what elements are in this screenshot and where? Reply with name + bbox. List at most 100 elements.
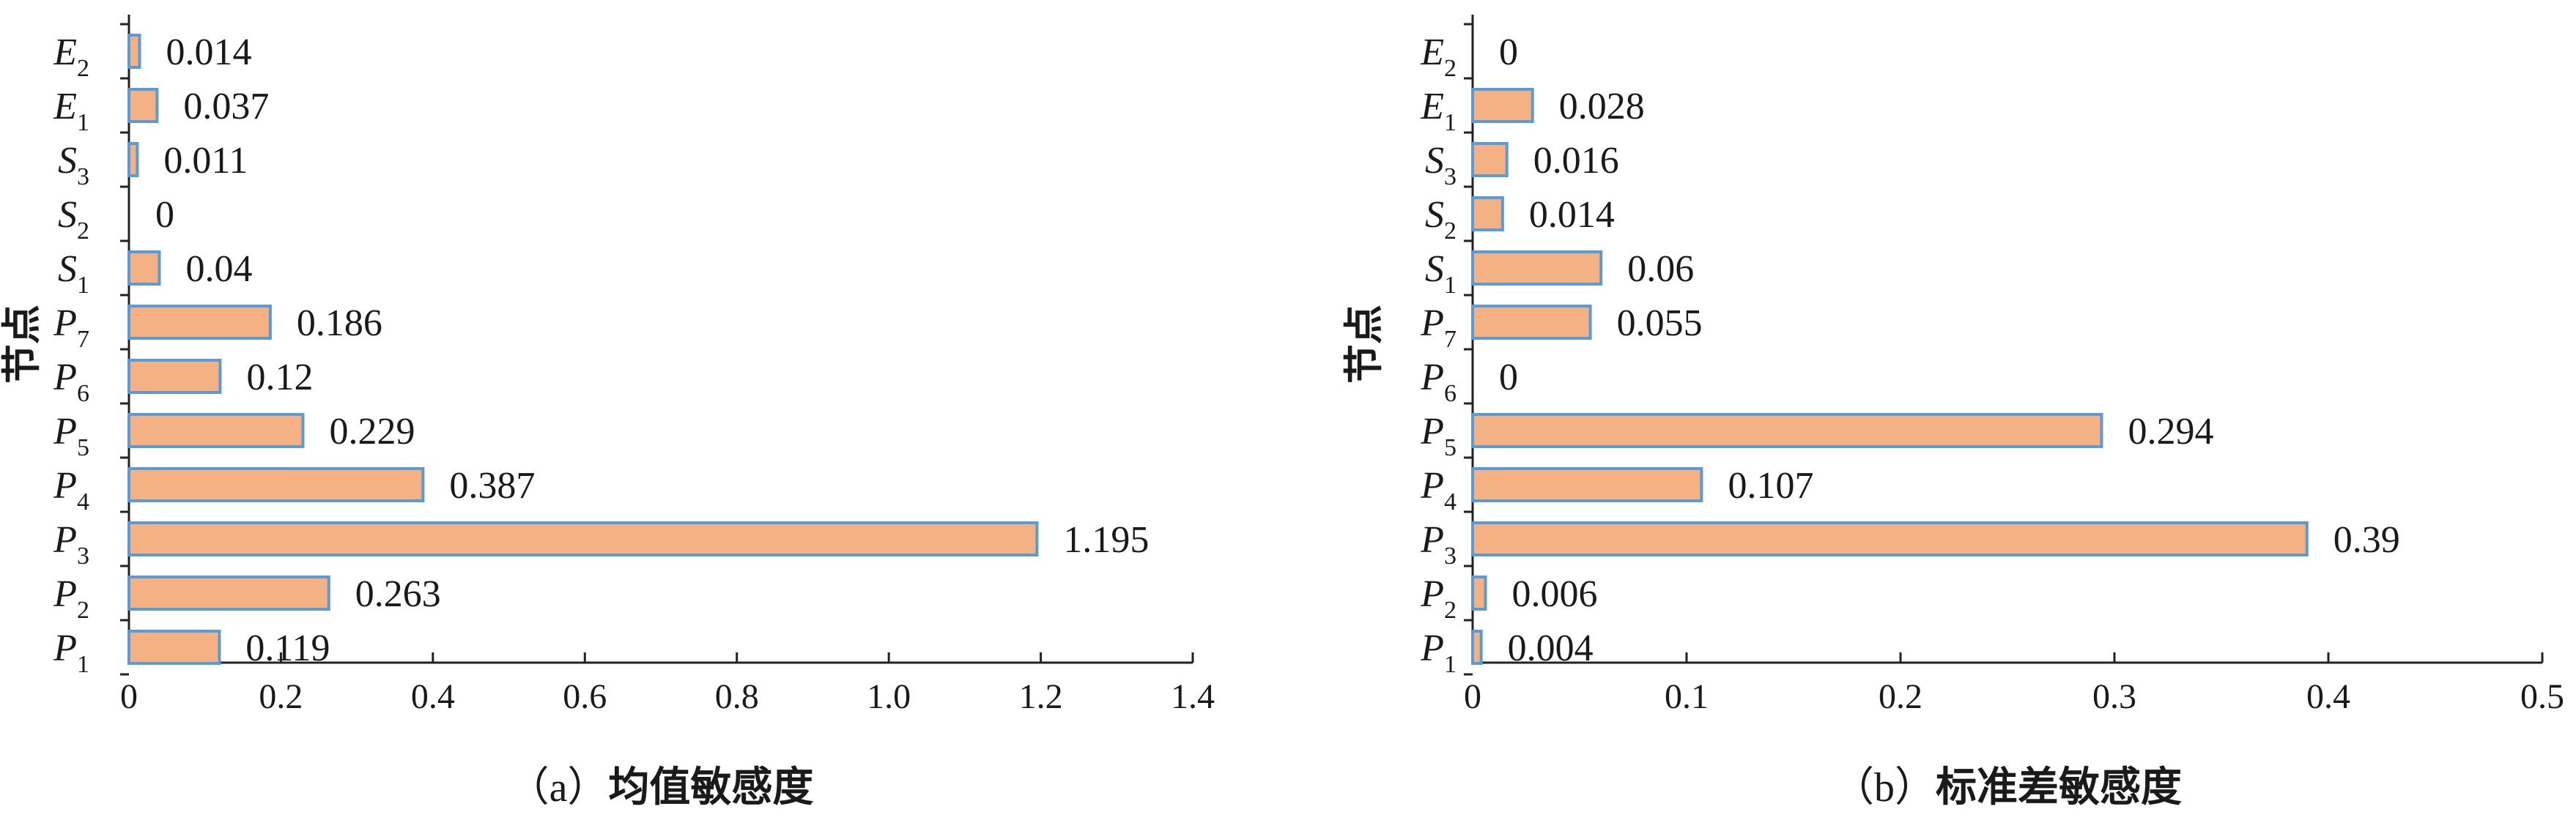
- x-tick-label: 0.4: [2306, 677, 2350, 716]
- bar: [127, 34, 141, 69]
- category-letter: P: [53, 628, 77, 669]
- category-label: P4: [53, 465, 89, 515]
- category-letter: P: [1420, 573, 1444, 615]
- category-subscript: 3: [1444, 543, 1457, 570]
- bar: [1471, 467, 1703, 502]
- data-label: 0.037: [183, 86, 269, 127]
- category-label: S2: [1425, 194, 1457, 245]
- category-subscript: 5: [1444, 434, 1457, 461]
- data-label: 0: [1499, 357, 1518, 398]
- bar: [1471, 521, 2309, 556]
- data-label: 0.107: [1728, 465, 1813, 507]
- category-letter: P: [1420, 519, 1444, 561]
- data-label: 0: [1499, 31, 1518, 73]
- category-letter: P: [53, 357, 77, 398]
- data-label: 0.229: [330, 411, 415, 453]
- category-label: P7: [53, 302, 89, 353]
- category-label: P1: [1420, 628, 1457, 678]
- data-label: 1.195: [1063, 519, 1149, 561]
- x-tick-label: 0.2: [259, 677, 303, 716]
- category-subscript: 2: [77, 55, 89, 82]
- bar: [1471, 630, 1483, 665]
- y-axis-title: 节点: [1341, 305, 1387, 384]
- x-tick-label: 0.6: [563, 677, 607, 716]
- data-label: 0.186: [297, 302, 382, 344]
- category-letter: S: [58, 248, 77, 290]
- x-tick-label: 0: [120, 677, 138, 716]
- category-subscript: 2: [77, 217, 89, 245]
- category-subscript: 5: [77, 434, 89, 461]
- category-label: P1: [53, 628, 89, 678]
- bar: [127, 142, 139, 177]
- category-subscript: 1: [77, 109, 89, 136]
- data-label: 0: [155, 194, 174, 236]
- category-label: P6: [1420, 357, 1457, 407]
- category-subscript: 1: [1444, 272, 1457, 299]
- category-letter: E: [1420, 86, 1444, 127]
- category-subscript: 3: [1444, 163, 1457, 190]
- category-subscript: 1: [1444, 109, 1457, 136]
- caption-prefix: （b）: [1833, 765, 1936, 811]
- category-subscript: 1: [1444, 651, 1457, 678]
- category-label: S1: [1425, 248, 1457, 299]
- category-letter: E: [1420, 31, 1444, 73]
- bar: [127, 359, 222, 394]
- bar: [1471, 88, 1534, 123]
- x-tick-label: 0.8: [715, 677, 759, 716]
- category-letter: S: [1425, 194, 1444, 236]
- category-subscript: 6: [1444, 380, 1457, 407]
- data-label: 0.028: [1559, 86, 1645, 127]
- bar: [1471, 305, 1592, 340]
- chart-caption: （a）均值敏感度: [508, 764, 814, 811]
- category-label: E1: [1420, 86, 1457, 136]
- category-subscript: 6: [77, 380, 89, 407]
- category-letter: P: [1420, 628, 1444, 669]
- data-label: 0.39: [2333, 519, 2400, 561]
- chart-caption: （b）标准差敏感度: [1833, 764, 2182, 811]
- bar: [127, 630, 221, 665]
- category-letter: P: [1420, 357, 1444, 398]
- bar: [127, 305, 272, 340]
- category-subscript: 4: [77, 488, 89, 515]
- category-letter: E: [53, 31, 77, 73]
- category-label: E1: [53, 86, 89, 136]
- data-label: 0.387: [449, 465, 535, 507]
- category-letter: E: [53, 86, 77, 127]
- y-axis-title: 节点: [0, 305, 45, 384]
- category-letter: P: [53, 573, 77, 615]
- bar: [127, 467, 425, 502]
- x-tick-label: 1.0: [867, 677, 911, 716]
- data-label: 0.011: [163, 140, 248, 182]
- category-letter: P: [53, 465, 77, 507]
- bar: [127, 88, 159, 123]
- category-label: P6: [53, 357, 89, 407]
- category-label: S3: [58, 140, 89, 190]
- category-label: P2: [53, 573, 89, 624]
- caption-title: 均值敏感度: [608, 764, 813, 811]
- category-letter: P: [53, 519, 77, 561]
- category-subscript: 7: [1444, 326, 1457, 353]
- data-label: 0.016: [1533, 140, 1619, 182]
- category-letter: P: [1420, 302, 1444, 344]
- data-label: 0.055: [1617, 302, 1703, 344]
- category-label: P7: [1420, 302, 1457, 353]
- category-subscript: 2: [1444, 217, 1457, 245]
- caption-prefix: （a）: [508, 765, 609, 811]
- category-subscript: 3: [77, 543, 89, 570]
- x-tick-label: 0: [1464, 677, 1481, 716]
- category-label: P2: [1420, 573, 1457, 624]
- category-subscript: 2: [77, 597, 89, 624]
- x-tick-label: 0.5: [2520, 677, 2564, 716]
- bar: [127, 521, 1039, 556]
- category-subscript: 3: [77, 163, 89, 190]
- category-label: P5: [1420, 411, 1457, 461]
- bar: [1471, 413, 2103, 448]
- category-letter: P: [53, 302, 77, 344]
- category-label: P4: [1420, 465, 1457, 515]
- category-subscript: 1: [77, 651, 89, 678]
- category-label: E2: [1420, 31, 1457, 82]
- bar: [1471, 196, 1504, 231]
